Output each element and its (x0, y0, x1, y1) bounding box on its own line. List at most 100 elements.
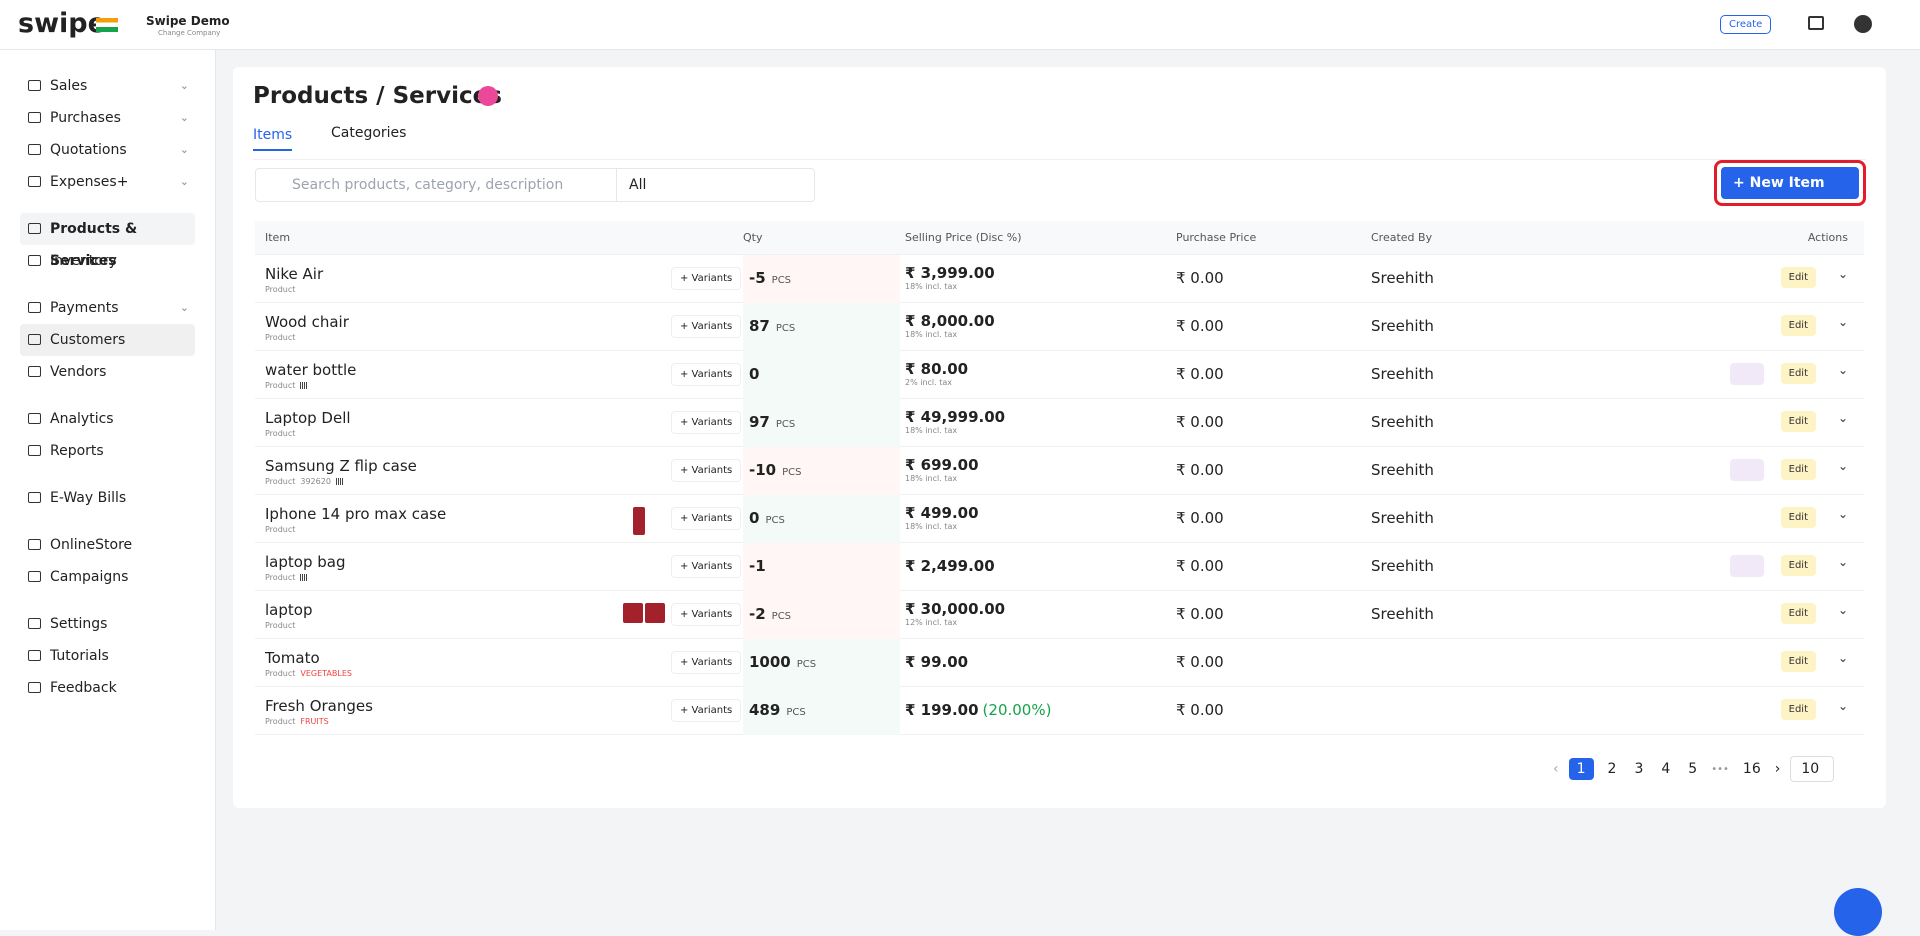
item-name[interactable]: Iphone 14 pro max case (265, 505, 447, 523)
nav-item[interactable]: E-Way Bills (20, 482, 195, 514)
profile-icon[interactable] (1854, 15, 1872, 33)
nav-item[interactable]: Reports (20, 435, 195, 467)
item-name[interactable]: Nike Air (265, 265, 324, 283)
variants-button[interactable]: + Variants (671, 507, 742, 530)
row-dropdown[interactable]: ⌄ (1837, 459, 1848, 473)
variants-button[interactable]: + Variants (671, 555, 742, 578)
item-meta: Product FRUITS (265, 717, 329, 726)
nav-item[interactable]: Payments ⌄ (20, 292, 195, 324)
item-name[interactable]: Samsung Z flip case (265, 457, 417, 475)
tab[interactable]: Categories (331, 125, 407, 141)
edit-button[interactable]: Edit (1780, 507, 1816, 528)
variants-button[interactable]: + Variants (671, 363, 742, 386)
item-name[interactable]: laptop bag (265, 553, 346, 571)
search-box[interactable]: Search products, category, description A… (255, 168, 815, 202)
qty-unit: PCS (771, 611, 792, 622)
prev-page[interactable]: ‹ (1553, 761, 1559, 777)
nav-item[interactable]: Campaigns (20, 561, 195, 593)
row-dropdown[interactable]: ⌄ (1837, 315, 1848, 329)
variants-button[interactable]: + Variants (671, 411, 742, 434)
chat-button[interactable] (1834, 888, 1882, 936)
page-number[interactable]: 1 (1568, 758, 1594, 780)
item-name[interactable]: Wood chair (265, 313, 349, 331)
create-button[interactable]: Create (1720, 15, 1772, 34)
edit-button[interactable]: Edit (1780, 651, 1816, 672)
variants-button[interactable]: + Variants (671, 459, 742, 482)
nav-item[interactable]: Sales ⌄ (20, 70, 195, 102)
row-dropdown[interactable]: ⌄ (1837, 555, 1848, 569)
edit-button[interactable]: Edit (1780, 411, 1816, 432)
item-category: VEGETABLES (300, 669, 352, 678)
edit-button[interactable]: Edit (1780, 555, 1816, 576)
variants-button[interactable]: + Variants (671, 267, 742, 290)
page-number[interactable]: 5 (1688, 761, 1698, 777)
row-dropdown[interactable]: ⌄ (1837, 507, 1848, 521)
logo[interactable]: swipe (18, 8, 106, 39)
row-dropdown[interactable]: ⌄ (1837, 603, 1848, 617)
nav-item[interactable]: OnlineStore (20, 529, 195, 561)
item-name[interactable]: Tomato (265, 649, 320, 667)
table-row: laptop Product + Variants -2 PCS ₹ 30,000.00 1… (255, 591, 1864, 639)
row-dropdown[interactable]: ⌄ (1837, 411, 1848, 425)
page-number[interactable]: 3 (1634, 761, 1644, 777)
nav-item[interactable]: Feedback (20, 672, 195, 704)
nav-item[interactable]: Tutorials (20, 640, 195, 672)
edit-button[interactable]: Edit (1780, 603, 1816, 624)
next-page[interactable]: › (1774, 761, 1781, 777)
variants-button[interactable]: + Variants (671, 699, 742, 722)
page-number[interactable]: 4 (1661, 761, 1671, 777)
barcode-button[interactable] (1730, 363, 1764, 385)
item-code: 392620 (300, 477, 331, 486)
tax-note: 2% incl. tax (905, 378, 953, 387)
nav-item[interactable]: Analytics (20, 403, 195, 435)
row-dropdown[interactable]: ⌄ (1837, 651, 1848, 665)
nav-icon (28, 255, 41, 266)
company-name[interactable]: Swipe Demo (146, 14, 230, 28)
nav-item[interactable]: Settings (20, 608, 195, 640)
item-type: Product (265, 525, 296, 534)
tab[interactable]: Items (253, 127, 293, 151)
page-number[interactable]: 16 (1742, 761, 1761, 777)
row-dropdown[interactable]: ⌄ (1837, 363, 1848, 377)
nav-item[interactable]: Quotations ⌄ (20, 134, 195, 166)
item-name[interactable]: laptop (265, 601, 313, 619)
nav-item[interactable]: Expenses+ ⌄ (20, 166, 195, 198)
edit-button[interactable]: Edit (1780, 315, 1816, 336)
nav-item[interactable]: Customers (20, 324, 195, 356)
table-row: Laptop Dell Product + Variants 97 PCS ₹ 49,99… (255, 399, 1864, 447)
item-name[interactable]: water bottle (265, 361, 357, 379)
column-header: Item (265, 231, 291, 244)
new-item-button[interactable]: + New Item (1721, 167, 1859, 199)
edit-button[interactable]: Edit (1780, 267, 1816, 288)
filter-select[interactable]: All (616, 169, 814, 201)
variants-button[interactable]: + Variants (671, 651, 742, 674)
filter-value: All (629, 177, 647, 193)
item-name[interactable]: Fresh Oranges (265, 697, 373, 715)
nav-item[interactable]: Products & Services (20, 213, 195, 269)
row-dropdown[interactable]: ⌄ (1837, 699, 1848, 713)
nav-label: Analytics (50, 411, 114, 427)
selling-price: ₹ 99.00 (905, 653, 969, 671)
variants-button[interactable]: + Variants (671, 315, 742, 338)
nav-label: Feedback (50, 680, 117, 696)
nav-icon (28, 302, 41, 313)
page-size[interactable]: 10 (1790, 756, 1835, 782)
row-dropdown[interactable]: ⌄ (1837, 267, 1848, 281)
page-number[interactable]: 2 (1607, 761, 1617, 777)
item-meta: Product (265, 381, 309, 390)
nav-item[interactable]: Inventory (20, 245, 195, 277)
item-name[interactable]: Laptop Dell (265, 409, 351, 427)
nav-item[interactable]: Vendors (20, 356, 195, 388)
barcode-button[interactable] (1730, 459, 1764, 481)
item-type: Product (265, 669, 296, 678)
edit-button[interactable]: Edit (1780, 459, 1816, 480)
variants-button[interactable]: + Variants (671, 603, 742, 626)
barcode-button[interactable] (1730, 555, 1764, 577)
table-row: Iphone 14 pro max case Product + Variants 0… (255, 495, 1864, 543)
edit-button[interactable]: Edit (1780, 363, 1816, 384)
nav-item[interactable]: Purchases ⌄ (20, 102, 195, 134)
announce-icon[interactable] (1808, 16, 1824, 30)
edit-button[interactable]: Edit (1780, 699, 1816, 720)
change-company[interactable]: Change Company (158, 29, 221, 37)
video-icon[interactable] (478, 86, 498, 106)
